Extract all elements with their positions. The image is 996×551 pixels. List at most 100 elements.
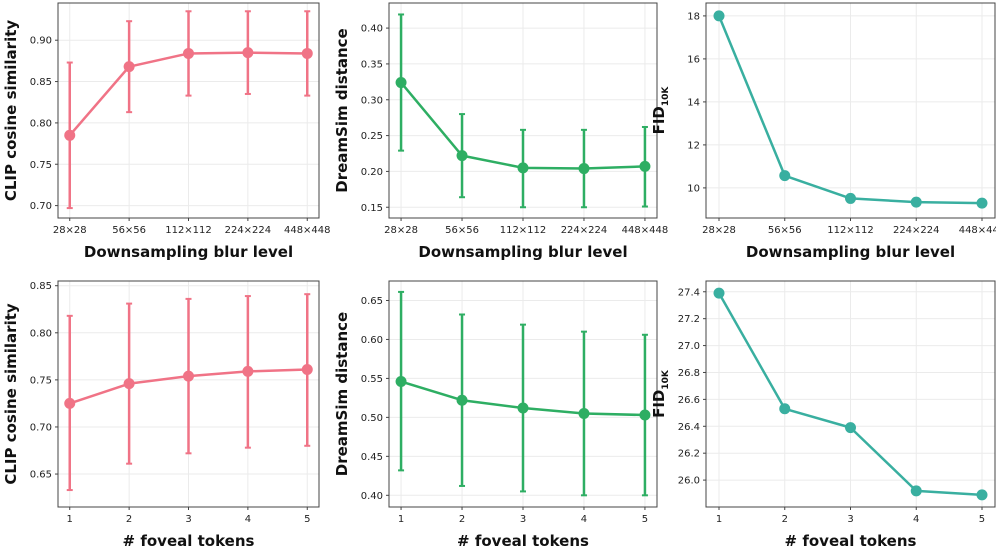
x-tick-label: 4 <box>245 514 251 525</box>
y-tick-label: 0.85 <box>30 77 52 88</box>
data-point <box>578 163 590 175</box>
y-tick-label: 0.15 <box>361 203 383 214</box>
y-axis-label: DreamSim distance <box>333 312 351 476</box>
data-point <box>910 485 922 497</box>
y-axis-label-subscript: 10K <box>661 86 671 107</box>
y-tick-label: 0.45 <box>361 452 383 463</box>
y-tick-label: 0.25 <box>361 131 383 142</box>
y-tick-label: 10 <box>687 183 700 194</box>
y-tick-label: 0.40 <box>361 491 383 502</box>
x-tick-label: 224×224 <box>893 225 940 236</box>
y-tick-label: 27.0 <box>678 341 700 352</box>
data-point <box>845 192 856 204</box>
y-tick-label: 0.75 <box>30 160 52 171</box>
y-tick-label: 0.65 <box>361 296 383 307</box>
y-tick-label: 0.80 <box>30 118 52 129</box>
y-tick-label: 0.50 <box>361 413 383 424</box>
x-axis-label: Downsampling blur level <box>84 243 293 261</box>
data-point <box>456 394 468 406</box>
data-point <box>910 196 922 208</box>
x-tick-label: 2 <box>782 514 788 525</box>
y-tick-label: 16 <box>687 54 700 65</box>
y-tick-label: 27.2 <box>678 314 700 325</box>
data-point <box>779 403 791 415</box>
y-tick-label: 0.20 <box>361 167 383 178</box>
x-tick-label: 28×28 <box>53 225 87 236</box>
data-point <box>395 77 407 89</box>
data-point <box>242 47 254 59</box>
y-tick-label: 27.4 <box>678 287 700 298</box>
x-tick-label: 56×56 <box>768 225 802 236</box>
data-point <box>456 150 468 162</box>
data-point <box>779 170 791 182</box>
y-tick-label: 26.6 <box>678 395 700 406</box>
data-point <box>301 47 313 59</box>
data-point <box>976 489 988 501</box>
y-axis-label: FID10K <box>650 86 671 135</box>
y-axis-label: FID10K <box>650 369 671 418</box>
data-point <box>976 197 988 209</box>
data-point <box>183 370 194 382</box>
x-tick-label: 224×224 <box>225 225 272 236</box>
x-tick-label: 4 <box>581 514 587 525</box>
data-point <box>639 160 651 172</box>
x-tick-label: 1 <box>67 514 73 525</box>
x-tick-label: 224×224 <box>561 225 608 236</box>
data-point <box>517 402 529 414</box>
chart-panel-1: 0.70 0.75 0.80 0.85 0.90 28×28 56×56 112×112 224… <box>2 2 331 261</box>
x-tick-label: 5 <box>304 514 310 525</box>
x-tick-label: 4 <box>913 514 919 525</box>
x-tick-label: 112×112 <box>500 225 547 236</box>
x-tick-label: 28×28 <box>384 225 418 236</box>
y-axis-label: CLIP cosine similarity <box>2 303 20 485</box>
y-tick-label: 0.75 <box>30 375 52 386</box>
data-point <box>123 61 135 73</box>
y-tick-label: 0.30 <box>361 95 383 106</box>
data-point <box>301 364 313 376</box>
y-tick-label: 0.70 <box>30 422 52 433</box>
data-point <box>713 287 725 299</box>
y-tick-label: 0.65 <box>30 470 52 481</box>
data-point <box>713 10 725 22</box>
y-tick-label: 0.90 <box>30 36 52 47</box>
chart-panel-4: 0.65 0.70 0.75 0.80 0.85 1 2 3 4 5 # foveal tokens… <box>2 280 320 550</box>
x-tick-label: 112×112 <box>165 225 212 236</box>
chart-panel-3: 10 12 14 16 18 28×28 56×56 112×112 224×224 448×44… <box>650 2 996 261</box>
y-tick-label: 14 <box>687 97 700 108</box>
chart-panel-2: 0.15 0.20 0.25 0.30 0.35 0.40 28×28 56×56 112×11… <box>333 2 669 261</box>
x-tick-label: 1 <box>398 514 404 525</box>
y-tick-label: 26.0 <box>678 476 700 487</box>
x-tick-label: 1 <box>716 514 722 525</box>
y-tick-label: 26.8 <box>678 368 700 379</box>
x-tick-label: 5 <box>979 514 985 525</box>
data-point <box>242 365 254 377</box>
x-tick-label: 3 <box>847 514 853 525</box>
data-point <box>64 129 76 141</box>
x-tick-label: 448×448 <box>959 225 996 236</box>
data-point <box>639 409 651 421</box>
x-tick-label: 56×56 <box>112 225 146 236</box>
y-tick-label: 0.40 <box>361 24 383 35</box>
y-tick-label: 26.2 <box>678 449 700 460</box>
data-point <box>395 376 407 388</box>
y-tick-label: 18 <box>687 11 700 22</box>
x-tick-label: 56×56 <box>445 225 479 236</box>
y-tick-label: 0.60 <box>361 335 383 346</box>
y-tick-label: 12 <box>687 140 700 151</box>
data-point <box>64 397 76 409</box>
y-tick-label: 0.85 <box>30 281 52 292</box>
data-point <box>123 378 135 390</box>
data-point <box>578 407 590 419</box>
y-axis-label: DreamSim distance <box>333 28 351 192</box>
x-axis-label: # foveal tokens <box>123 532 255 550</box>
y-tick-label: 0.35 <box>361 59 383 70</box>
x-tick-label: 2 <box>126 514 132 525</box>
x-tick-label: 448×448 <box>284 225 331 236</box>
x-tick-label: 448×448 <box>622 225 669 236</box>
x-axis-label: # foveal tokens <box>785 532 917 550</box>
data-point <box>183 47 194 59</box>
x-axis-label: # foveal tokens <box>457 532 589 550</box>
y-tick-label: 26.4 <box>678 422 700 433</box>
y-axis-label: CLIP cosine similarity <box>2 20 20 202</box>
